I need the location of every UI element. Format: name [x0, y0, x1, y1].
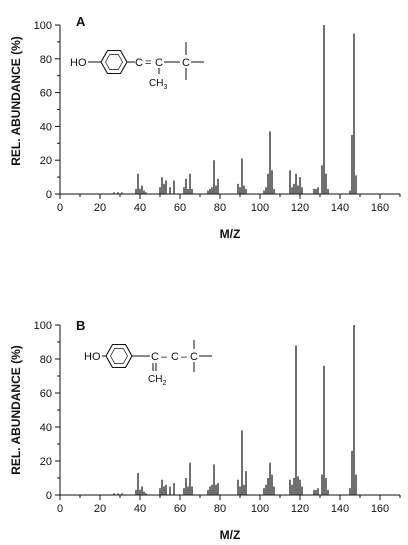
x-tick-label: 160 [371, 202, 389, 214]
x-axis-label: M/Z [220, 528, 241, 542]
double-bond-label: = [145, 57, 151, 69]
x-tick-label: 20 [94, 202, 106, 214]
y-axis-label: REL. ABUNDANCE (%) [9, 36, 23, 166]
chemical-structure: HO C – C – C CH2 [84, 340, 212, 387]
y-tick-label: 80 [40, 354, 52, 366]
x-tick-label: 40 [134, 503, 146, 515]
y-tick-label: 80 [40, 54, 52, 66]
y-tick-label: 40 [40, 422, 52, 434]
x-tick-label: 60 [174, 202, 186, 214]
x-tick-label: 100 [251, 202, 269, 214]
x-tick-label: 0 [57, 202, 63, 214]
x-tick-label: 60 [174, 503, 186, 515]
hydroxyl-label: HO [84, 351, 101, 363]
benzene-ring [105, 343, 133, 369]
benzene-ring [100, 49, 128, 75]
y-tick-label: 60 [40, 388, 52, 400]
y-tick-label: 100 [34, 320, 52, 332]
atom-label-c: C [190, 351, 198, 363]
x-tick-label: 100 [251, 503, 269, 515]
x-tick-label: 0 [57, 503, 63, 515]
x-axis-label: M/Z [220, 227, 241, 241]
y-tick-label: 40 [40, 121, 52, 133]
methylene-label: CH2 [148, 374, 166, 387]
atom-label-c: C [155, 57, 163, 69]
panel-label: A [76, 14, 86, 29]
x-tick-label: 80 [214, 202, 226, 214]
x-tick-label: 160 [371, 503, 389, 515]
spectrum-peaks [113, 25, 357, 194]
atom-label-c: C [182, 57, 190, 69]
axes: 0 20 40 60 80 100 120 140 160 0 20 40 60 80 100 [34, 320, 401, 515]
x-tick-label: 120 [291, 202, 309, 214]
atom-label-c: C [151, 351, 159, 363]
x-tick-label: 20 [94, 503, 106, 515]
x-tick-label: 120 [291, 503, 309, 515]
hydroxyl-label: HO [70, 57, 87, 69]
axes: 0 20 40 60 80 100 120 140 160 0 20 40 60 80 100 [34, 20, 401, 214]
x-tick-label: 80 [214, 503, 226, 515]
x-tick-label: 140 [331, 202, 349, 214]
atom-label-c: C [171, 351, 179, 363]
bond-label: – [181, 351, 188, 363]
y-tick-label: 60 [40, 88, 52, 100]
y-tick-label: 0 [46, 189, 52, 201]
panel-label: B [76, 318, 85, 333]
spectrum-peaks [113, 325, 357, 495]
x-tick-label: 140 [331, 503, 349, 515]
atom-label-c: C [135, 57, 143, 69]
bond-label: – [161, 351, 168, 363]
y-tick-label: 0 [46, 490, 52, 502]
spectrum-panel-b: REL. ABUNDANCE (%) M/Z B HO C – C – C CH… [9, 318, 401, 542]
y-tick-label: 20 [40, 155, 52, 167]
y-tick-label: 100 [34, 20, 52, 32]
x-tick-label: 40 [134, 202, 146, 214]
y-axis-label: REL. ABUNDANCE (%) [9, 345, 23, 475]
chemical-structure: HO C = C C CH3 [70, 42, 204, 91]
spectrum-panel-a: REL. ABUNDANCE (%) M/Z A HO C = C C CH3 … [9, 14, 401, 241]
y-tick-label: 20 [40, 456, 52, 468]
methyl-label: CH3 [149, 78, 167, 91]
